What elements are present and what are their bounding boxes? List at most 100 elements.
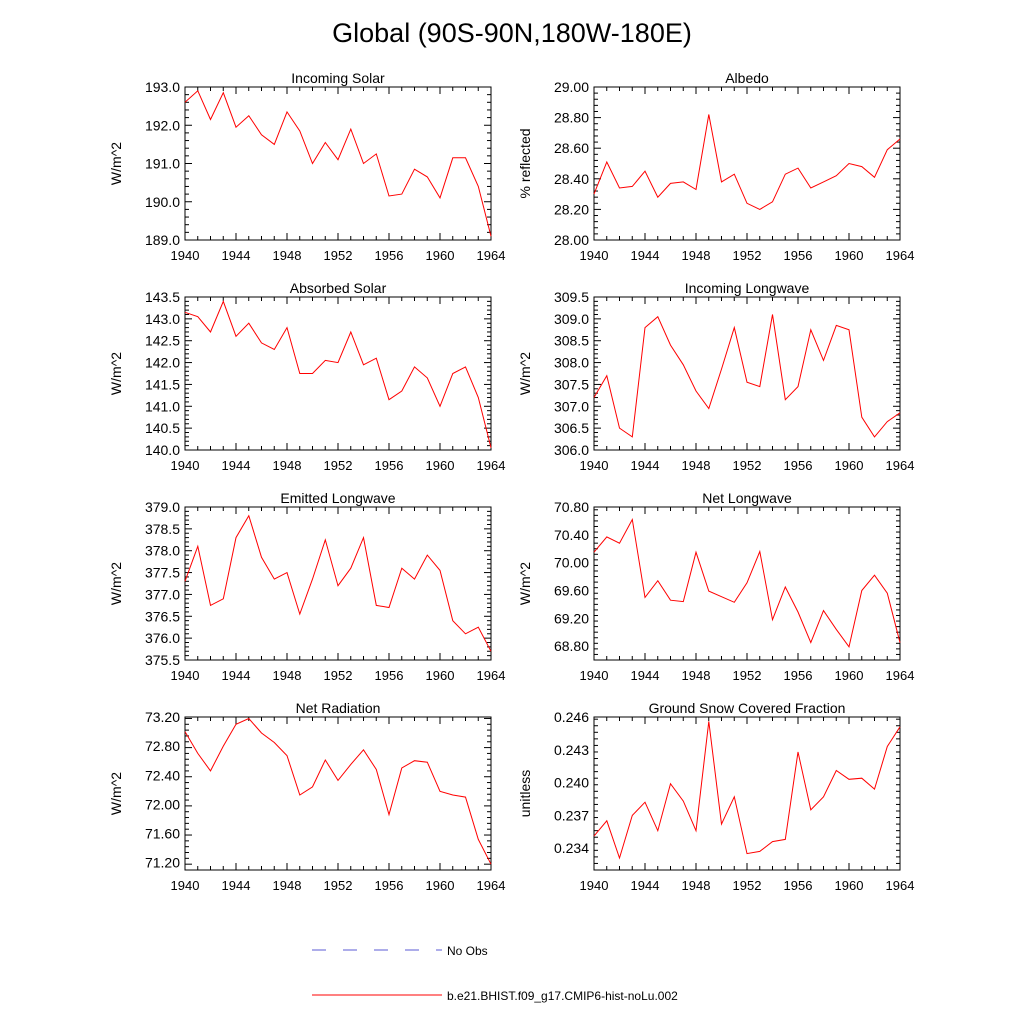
- legend: No Obs b.e21.BHIST.f09_g17.CMIP6-hist-no…: [312, 944, 678, 1003]
- x-tick-label: 1964: [886, 248, 915, 263]
- y-tick-label: 308.5: [554, 333, 589, 349]
- x-tick-label: 1948: [273, 248, 302, 263]
- x-tick-label: 1940: [580, 248, 609, 263]
- series-line: [593, 114, 901, 210]
- series-line: [184, 514, 492, 652]
- x-tick-label: 1960: [835, 878, 864, 893]
- x-tick-label: 1944: [631, 878, 660, 893]
- y-tick-label: 0.240: [554, 775, 589, 791]
- y-tick-label: 306.5: [554, 420, 589, 436]
- y-tick-label: 193.0: [145, 79, 180, 95]
- x-tick-label: 1952: [733, 248, 762, 263]
- x-tick-label: 1956: [375, 668, 404, 683]
- series-line: [184, 89, 492, 237]
- panels-group: Incoming Solar W/m^2 1940 1944 1948 1952 1956 1…: [108, 70, 914, 893]
- y-tick-label: 376.5: [145, 608, 180, 624]
- y-tick-label: 70.40: [554, 527, 589, 543]
- x-tick-label: 1964: [886, 458, 915, 473]
- y-axis-label: W/m^2: [517, 352, 533, 395]
- y-axis-label: unitless: [517, 770, 533, 817]
- x-tick-label: 1948: [273, 878, 302, 893]
- y-tick-label: 308.0: [554, 355, 589, 371]
- x-tick-label: 1960: [835, 248, 864, 263]
- series-line: [593, 517, 901, 648]
- x-tick-label: 1952: [324, 458, 353, 473]
- y-tick-label: 307.0: [554, 398, 589, 414]
- y-tick-label: 72.40: [145, 767, 180, 783]
- y-axis-label: % reflected: [517, 128, 533, 198]
- x-tick-label: 1940: [171, 458, 200, 473]
- y-tick-label: 0.246: [554, 709, 589, 725]
- x-tick-label: 1960: [426, 668, 455, 683]
- series-line: [184, 300, 492, 448]
- y-tick-label: 143.0: [145, 311, 180, 327]
- panel-title: Incoming Solar: [291, 70, 385, 86]
- x-tick-label: 1964: [477, 878, 506, 893]
- x-tick-label: 1964: [477, 248, 506, 263]
- x-tick-label: 1940: [171, 878, 200, 893]
- x-tick-label: 1960: [426, 878, 455, 893]
- y-axis-label: W/m^2: [108, 352, 124, 395]
- y-tick-label: 70.00: [554, 555, 589, 571]
- x-tick-label: 1960: [426, 458, 455, 473]
- chart-panel: Incoming Solar W/m^2 1940 1944 1948 1952 1956 1…: [108, 70, 505, 263]
- x-tick-label: 1960: [835, 668, 864, 683]
- y-tick-label: 0.243: [554, 742, 589, 758]
- x-tick-label: 1952: [733, 668, 762, 683]
- y-tick-label: 309.0: [554, 311, 589, 327]
- y-tick-label: 72.00: [145, 796, 180, 812]
- y-tick-label: 378.5: [145, 521, 180, 537]
- chart-panel: Emitted Longwave W/m^2 1940 1944 1948 1952 195…: [108, 490, 505, 683]
- x-tick-label: 1952: [324, 668, 353, 683]
- x-tick-label: 1944: [222, 668, 251, 683]
- chart-panel: Net Longwave W/m^2 1940 1944 1948 1952 1956 196…: [517, 490, 914, 683]
- y-tick-label: 140.5: [145, 420, 180, 436]
- y-axis-label: W/m^2: [108, 562, 124, 605]
- chart-panel: Albedo % reflected 1940 1944 1948 1952 1956 196…: [517, 70, 914, 263]
- x-tick-label: 1944: [222, 878, 251, 893]
- chart-panel: Incoming Longwave W/m^2 1940 1944 1948 1952 19…: [517, 280, 914, 473]
- y-tick-label: 191.0: [145, 156, 180, 172]
- x-tick-label: 1960: [835, 458, 864, 473]
- legend-obs-label: No Obs: [447, 944, 488, 958]
- y-tick-label: 69.60: [554, 582, 589, 598]
- x-tick-label: 1940: [171, 248, 200, 263]
- y-tick-label: 143.5: [145, 289, 180, 305]
- y-tick-label: 142.5: [145, 333, 180, 349]
- panel-title: Absorbed Solar: [290, 280, 387, 296]
- y-tick-label: 28.60: [554, 140, 589, 156]
- chart-panel: Absorbed Solar W/m^2 1940 1944 1948 1952 1956 1…: [108, 280, 505, 473]
- x-tick-label: 1948: [273, 458, 302, 473]
- series-line: [593, 314, 901, 438]
- y-tick-label: 309.5: [554, 289, 589, 305]
- x-tick-label: 1952: [324, 878, 353, 893]
- y-tick-label: 377.5: [145, 565, 180, 581]
- x-tick-label: 1944: [631, 668, 660, 683]
- panel-title: Emitted Longwave: [280, 490, 395, 506]
- x-tick-label: 1956: [784, 458, 813, 473]
- x-tick-label: 1948: [273, 668, 302, 683]
- x-tick-label: 1944: [631, 248, 660, 263]
- x-tick-label: 1956: [375, 248, 404, 263]
- y-tick-label: 189.0: [145, 232, 180, 248]
- x-tick-label: 1956: [784, 668, 813, 683]
- panel-title: Ground Snow Covered Fraction: [649, 700, 846, 716]
- x-tick-label: 1940: [580, 458, 609, 473]
- y-tick-label: 0.234: [554, 840, 589, 856]
- x-tick-label: 1940: [580, 668, 609, 683]
- y-axis-label: W/m^2: [108, 142, 124, 185]
- y-tick-label: 29.00: [554, 79, 589, 95]
- y-axis-label: W/m^2: [108, 772, 124, 815]
- y-tick-label: 379.0: [145, 499, 180, 515]
- x-tick-label: 1952: [324, 248, 353, 263]
- x-tick-label: 1944: [222, 248, 251, 263]
- y-tick-label: 28.40: [554, 171, 589, 187]
- x-tick-label: 1964: [477, 668, 506, 683]
- y-tick-label: 377.0: [145, 586, 180, 602]
- y-axis-label: W/m^2: [517, 562, 533, 605]
- y-tick-label: 376.0: [145, 630, 180, 646]
- y-tick-label: 307.5: [554, 376, 589, 392]
- panel-title: Net Longwave: [702, 490, 792, 506]
